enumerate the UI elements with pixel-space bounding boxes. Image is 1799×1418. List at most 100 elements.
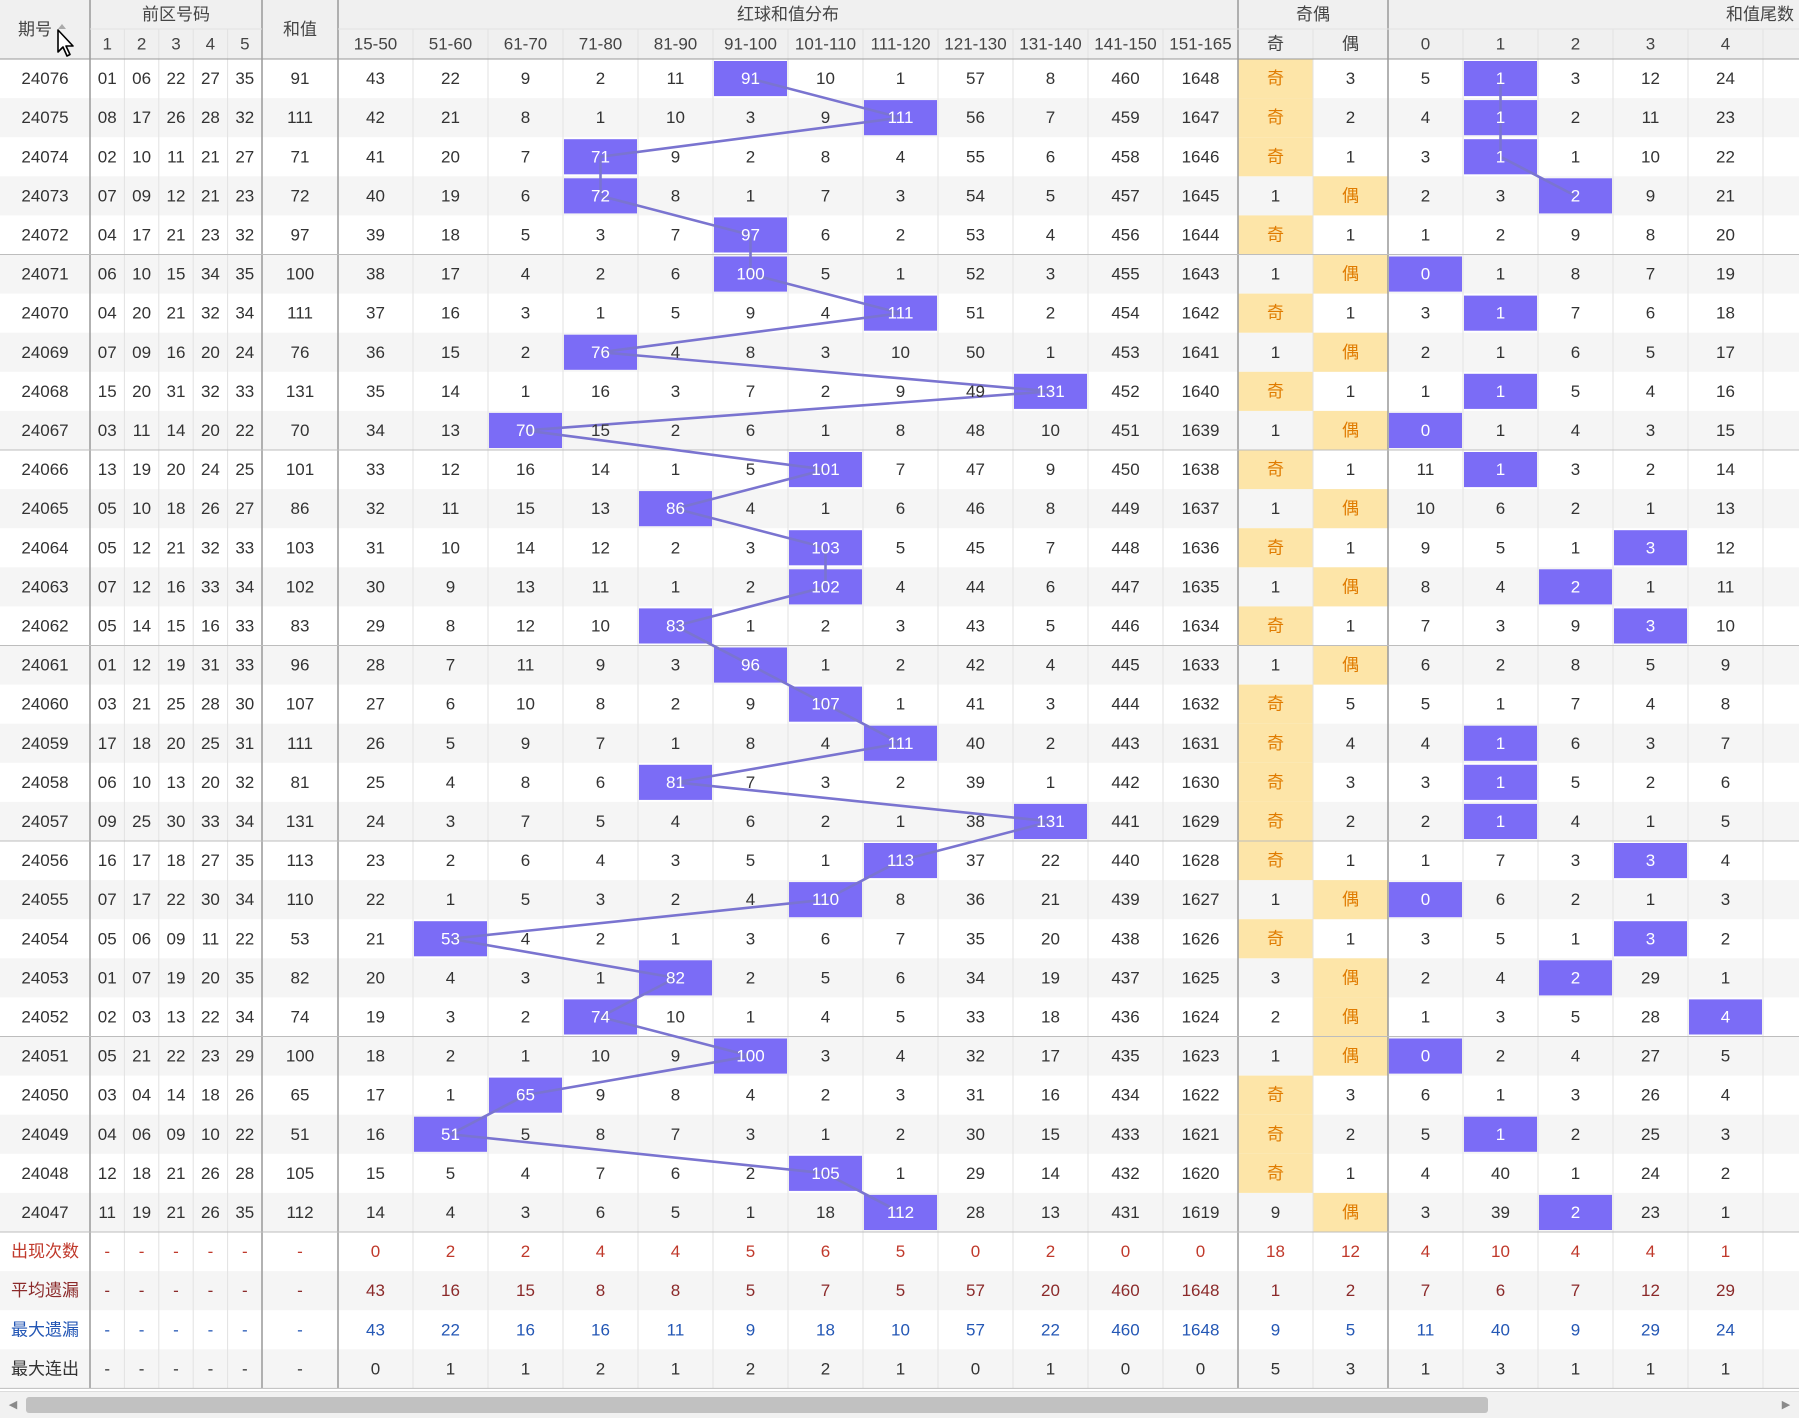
- distribution-miss-value: 11: [517, 656, 535, 675]
- tail-hit-value: 3: [1646, 851, 1655, 870]
- front-number-cell: 25: [201, 734, 220, 753]
- stat-distribution-value: 460: [1111, 1320, 1139, 1339]
- distribution-miss-value: 458: [1111, 147, 1139, 166]
- tail-hit-cell: [1389, 412, 1462, 448]
- front-number-cell: 13: [167, 773, 186, 792]
- period-cell[interactable]: 24060: [21, 695, 68, 714]
- scrollbar-thumb[interactable]: [26, 1397, 1488, 1413]
- front-number-cell: 27: [235, 499, 254, 518]
- odd-even-highlight: [1313, 254, 1388, 294]
- tail-miss-value: 17: [1716, 343, 1735, 362]
- sum-cell: 111: [287, 734, 313, 753]
- front-number-cell: 14: [167, 421, 186, 440]
- period-cell[interactable]: 24070: [21, 304, 68, 323]
- distribution-miss-value: 44: [966, 577, 985, 596]
- front-number-cell: 11: [133, 421, 151, 440]
- period-cell[interactable]: 24066: [21, 460, 68, 479]
- period-cell[interactable]: 24064: [21, 538, 68, 557]
- period-cell[interactable]: 24068: [21, 382, 68, 401]
- period-cell[interactable]: 24074: [21, 147, 68, 166]
- distribution-miss-value: 2: [821, 616, 830, 635]
- odd-even-highlight: [1313, 1036, 1388, 1076]
- odd-even-highlight: [1313, 332, 1388, 372]
- period-header[interactable]: 期号: [18, 20, 52, 39]
- sum-cell: 101: [286, 460, 314, 479]
- horizontal-scrollbar[interactable]: ◀ ▶: [0, 1391, 1799, 1418]
- distribution-hit-value: 74: [591, 1007, 610, 1026]
- distribution-hit-value: 110: [812, 890, 839, 909]
- period-cell[interactable]: 24067: [21, 421, 68, 440]
- distribution-miss-value: 1: [896, 1164, 905, 1183]
- distribution-hit-value: 100: [736, 1047, 764, 1066]
- period-cell[interactable]: 24069: [21, 343, 68, 362]
- period-cell[interactable]: 24048: [21, 1164, 68, 1183]
- period-cell[interactable]: 24072: [21, 225, 68, 244]
- period-cell[interactable]: 24073: [21, 186, 68, 205]
- distribution-miss-value: 1619: [1182, 1203, 1220, 1222]
- period-cell[interactable]: 24065: [21, 499, 68, 518]
- period-cell[interactable]: 24076: [21, 69, 68, 88]
- period-cell[interactable]: 24058: [21, 773, 68, 792]
- distribution-miss-value: 451: [1111, 421, 1139, 440]
- front-number-cell: 20: [201, 421, 220, 440]
- row-background: [0, 410, 1799, 450]
- distribution-miss-value: 35: [366, 382, 385, 401]
- period-cell[interactable]: 24061: [21, 656, 68, 675]
- distribution-miss-value: 5: [896, 1007, 905, 1026]
- tail-miss-value: 2: [1571, 108, 1580, 127]
- distribution-miss-value: 43: [366, 69, 385, 88]
- stat-dash: -: [297, 1242, 303, 1261]
- period-cell[interactable]: 24056: [21, 851, 68, 870]
- distribution-miss-value: 436: [1111, 1007, 1139, 1026]
- distribution-miss-value: 5: [521, 1125, 530, 1144]
- distribution-miss-value: 28: [366, 656, 385, 675]
- period-cell[interactable]: 24055: [21, 890, 68, 909]
- period-cell[interactable]: 24075: [21, 108, 68, 127]
- distribution-hit-value: 103: [811, 538, 839, 557]
- odd-even-highlight: [1238, 293, 1313, 333]
- period-cell[interactable]: 24059: [21, 734, 68, 753]
- sort-arrow-icon[interactable]: [58, 24, 66, 29]
- distribution-miss-value: 1634: [1182, 616, 1220, 635]
- period-cell[interactable]: 24071: [21, 265, 68, 284]
- tail-hit-value: 1: [1496, 382, 1505, 401]
- period-cell[interactable]: 24054: [21, 929, 68, 948]
- odd-even-highlight: [1238, 215, 1313, 255]
- tail-hit-value: 1: [1496, 460, 1505, 479]
- tail-hit-value: 3: [1646, 929, 1655, 948]
- distribution-miss-value: 7: [521, 812, 530, 831]
- period-cell[interactable]: 24063: [21, 577, 68, 596]
- period-cell[interactable]: 24057: [21, 812, 68, 831]
- distribution-miss-value: 4: [1046, 225, 1055, 244]
- period-cell[interactable]: 24051: [21, 1047, 68, 1066]
- stat-dash: -: [139, 1242, 145, 1261]
- distribution-hit-value: 107: [811, 695, 839, 714]
- period-cell[interactable]: 24050: [21, 1086, 68, 1105]
- distribution-hit-value: 100: [736, 265, 764, 284]
- odd-even-miss-value: 1: [1271, 499, 1280, 518]
- tail-header: 和值尾数: [1726, 5, 1794, 24]
- period-cell[interactable]: 24049: [21, 1125, 68, 1144]
- front-number-cell: 13: [167, 1007, 186, 1026]
- scroll-left-arrow-icon[interactable]: ◀: [8, 1399, 18, 1411]
- period-cell[interactable]: 24053: [21, 968, 68, 987]
- tail-miss-value: 10: [1716, 616, 1735, 635]
- period-cell[interactable]: 24047: [21, 1203, 68, 1222]
- tail-hit-value: 1: [1496, 147, 1505, 166]
- tail-hit-value: 0: [1421, 890, 1430, 909]
- front-number-cell: 31: [235, 734, 254, 753]
- scroll-right-arrow-icon[interactable]: ▶: [1781, 1399, 1791, 1411]
- distribution-miss-value: 8: [1046, 69, 1055, 88]
- stat-dash: -: [242, 1320, 248, 1339]
- distribution-miss-value: 9: [521, 69, 530, 88]
- distribution-miss-value: 2: [821, 1086, 830, 1105]
- stat-dash: -: [208, 1359, 214, 1378]
- period-cell[interactable]: 24052: [21, 1007, 68, 1026]
- sum-cell: 81: [291, 773, 310, 792]
- tail-hit-value: 3: [1646, 616, 1655, 635]
- front-number-cell: 17: [132, 851, 151, 870]
- tail-miss-value: 1: [1571, 929, 1580, 948]
- period-cell[interactable]: 24062: [21, 616, 68, 635]
- tail-miss-value: 3: [1571, 460, 1580, 479]
- distribution-miss-value: 9: [896, 382, 905, 401]
